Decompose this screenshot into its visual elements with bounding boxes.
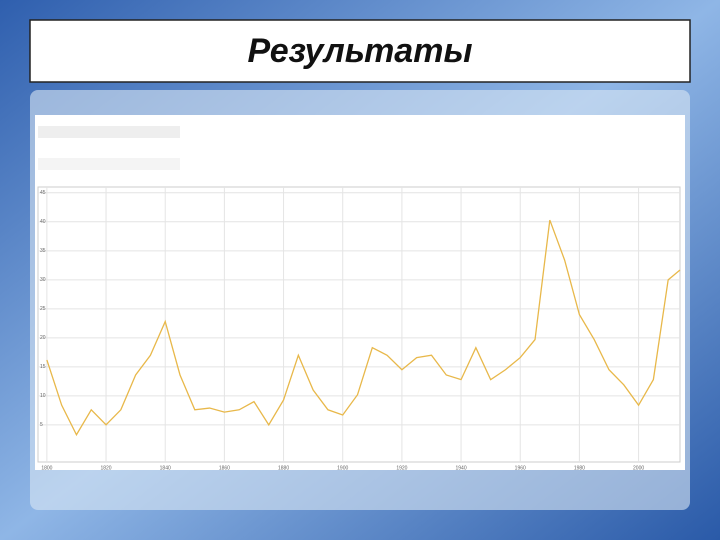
x-tick-label: 1940 [456, 465, 467, 471]
x-tick-label: 1800 [41, 465, 52, 471]
y-tick-label: 10 [40, 393, 46, 399]
x-tick-label: 1960 [515, 465, 526, 471]
search-field [38, 126, 180, 138]
controls [38, 158, 180, 170]
title-box [29, 19, 691, 83]
y-tick-label: 45 [40, 190, 46, 196]
x-tick-label: 1840 [160, 465, 171, 471]
y-tick-label: 15 [40, 364, 46, 370]
x-tick-label: 1980 [574, 465, 585, 471]
x-tick-label: 1820 [100, 465, 111, 471]
y-tick-label: 30 [40, 277, 46, 283]
x-tick-label: 1860 [219, 465, 230, 471]
y-tick-label: 35 [40, 248, 46, 254]
plot-area [37, 186, 681, 463]
x-tick-label: 2000 [633, 465, 644, 471]
y-tick-label: 5 [40, 422, 43, 428]
x-tick-label: 1900 [337, 465, 348, 471]
y-tick-label: 25 [40, 306, 46, 312]
data-line [46, 219, 681, 437]
plot: 5 10 15 20 25 30 35 40 45 1800 1820 1840 1860 1880 190… [38, 187, 681, 471]
x-tick-label: 1880 [278, 465, 289, 471]
y-tick-label: 40 [40, 219, 46, 225]
x-tick-label: 1920 [396, 465, 407, 471]
y-tick-label: 20 [40, 335, 46, 341]
slide-title: Результаты [247, 32, 472, 70]
